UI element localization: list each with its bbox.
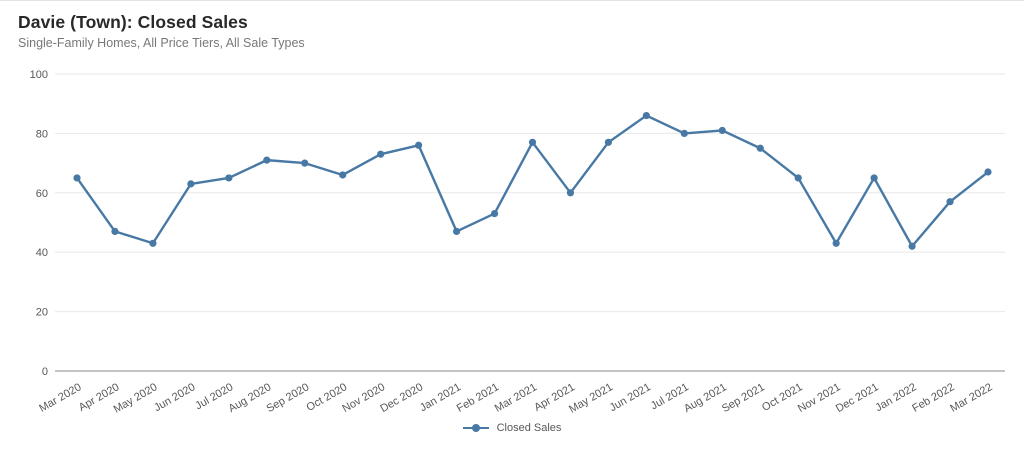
x-axis-label: Sep 2021: [720, 381, 767, 415]
data-point-marker[interactable]: [528, 138, 537, 146]
data-point-marker[interactable]: [263, 156, 271, 164]
data-point-marker[interactable]: [566, 189, 575, 197]
data-point-marker[interactable]: [718, 126, 726, 135]
x-axis-label: Sep 2020: [264, 381, 311, 415]
x-axis-label: Mar 2021: [493, 381, 539, 415]
data-point-marker[interactable]: [415, 141, 423, 149]
data-point-marker[interactable]: [339, 171, 347, 179]
x-axis-label: Feb 2021: [455, 381, 501, 415]
x-axis-label: Nov 2020: [340, 381, 387, 415]
legend-label: Closed Sales: [496, 422, 562, 434]
x-axis-label: Mar 2022: [948, 381, 994, 415]
data-point-marker[interactable]: [149, 239, 157, 247]
y-axis-label: 100: [30, 69, 48, 81]
data-point-marker[interactable]: [604, 138, 613, 146]
x-axis-label: Mar 2020: [37, 381, 83, 415]
data-point-marker[interactable]: [452, 227, 461, 236]
legend-line-marker-icon: [462, 423, 489, 433]
data-point-marker[interactable]: [870, 174, 878, 182]
data-point-marker[interactable]: [832, 239, 840, 247]
x-axis-label: Jan 2022: [873, 381, 918, 414]
x-axis-label: Feb 2022: [910, 381, 956, 415]
chart-header: Davie (Town): Closed Sales Single-Family…: [18, 12, 305, 50]
data-point-marker[interactable]: [377, 150, 385, 158]
x-axis-label: May 2021: [567, 381, 615, 416]
x-axis-label: Jun 2021: [608, 381, 653, 414]
y-axis-label: 40: [36, 247, 48, 259]
data-point-marker[interactable]: [680, 129, 688, 137]
x-axis-label: May 2020: [112, 381, 160, 416]
x-axis-label: Aug 2020: [226, 381, 273, 415]
data-point-marker[interactable]: [794, 174, 802, 182]
y-axis-label: 0: [42, 366, 48, 378]
y-axis-label: 60: [36, 188, 48, 200]
data-point-marker[interactable]: [111, 227, 119, 236]
x-axis-label: Jan 2021: [418, 381, 463, 414]
chart-subtitle: Single-Family Homes, All Price Tiers, Al…: [18, 36, 305, 50]
series-line-closed-sales: [75, 114, 990, 248]
data-point-marker[interactable]: [946, 198, 954, 206]
data-point-marker[interactable]: [225, 174, 233, 182]
x-axis-label: Dec 2021: [834, 381, 881, 415]
x-axis-label: Nov 2021: [796, 381, 843, 415]
data-point-marker[interactable]: [756, 144, 764, 152]
data-point-marker[interactable]: [984, 168, 992, 176]
x-axis-label: Dec 2020: [378, 381, 425, 415]
data-point-marker[interactable]: [187, 180, 195, 188]
data-point-marker[interactable]: [642, 111, 650, 120]
data-point-marker[interactable]: [490, 209, 499, 218]
x-axis-label: Jun 2020: [152, 381, 197, 414]
data-point-marker[interactable]: [73, 174, 81, 182]
data-point-marker[interactable]: [908, 242, 916, 250]
data-point-marker[interactable]: [301, 159, 309, 167]
y-axis-label: 20: [36, 307, 48, 319]
y-axis-label: 80: [36, 128, 48, 140]
legend-marker-dot: [471, 424, 480, 432]
x-axis-label: Aug 2021: [682, 381, 729, 415]
chart-title: Davie (Town): Closed Sales: [18, 12, 248, 32]
legend-item-closed-sales[interactable]: Closed Sales: [0, 422, 1024, 434]
